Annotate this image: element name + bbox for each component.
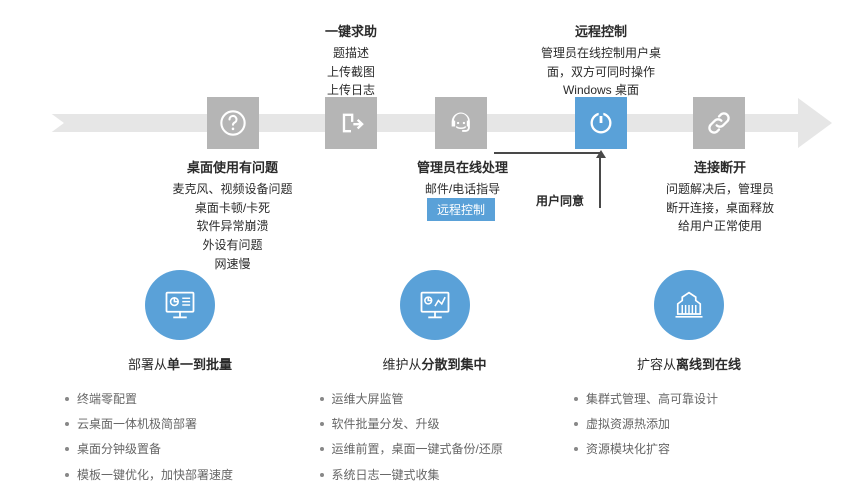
- bullet-item: 终端零配置: [65, 387, 295, 412]
- bullet-item: 系统日志一键式收集: [320, 463, 550, 488]
- node-problem-text: 桌面使用有问题 麦克风、视频设备问题 桌面卡顿/卡死 软件异常崩溃 外设有问题 …: [155, 158, 310, 273]
- expand-icon: [671, 287, 707, 323]
- maintain-icon-circle: [400, 270, 470, 340]
- node-remote: [575, 97, 627, 149]
- column-maintain-bullets: 运维大屏监管 软件批量分发、升级 运维前置，桌面一键式备份/还原 系统日志一键式…: [320, 387, 550, 488]
- power-icon: [587, 109, 615, 137]
- bend-arrowhead: [596, 150, 606, 158]
- node-disconnect: [693, 97, 745, 149]
- bullet-item: 模板一键优化，加快部署速度: [65, 463, 295, 488]
- node-problem: [207, 97, 259, 149]
- column-maintain-title: 维护从分散到集中: [320, 354, 550, 373]
- maintain-icon: [417, 287, 453, 323]
- workflow-diagram: 桌面使用有问题 麦克风、视频设备问题 桌面卡顿/卡死 软件异常崩溃 外设有问题 …: [0, 0, 854, 260]
- column-deploy-bullets: 终端零配置 云桌面一体机极简部署 桌面分钟级置备 模板一键优化，加快部署速度: [65, 387, 295, 488]
- deploy-icon: [162, 287, 198, 323]
- bullet-item: 运维大屏监管: [320, 387, 550, 412]
- column-maintain: 维护从分散到集中 运维大屏监管 软件批量分发、升级 运维前置，桌面一键式备份/还…: [320, 270, 550, 488]
- node-help: [325, 97, 377, 149]
- deploy-icon-circle: [145, 270, 215, 340]
- expand-icon-circle: [654, 270, 724, 340]
- bullet-item: 虚拟资源热添加: [574, 412, 804, 437]
- node-remote-title: 远程控制: [531, 22, 671, 42]
- feature-columns: 部署从单一到批量 终端零配置 云桌面一体机极简部署 桌面分钟级置备 模板一键优化…: [0, 270, 854, 488]
- column-expand-bullets: 集群式管理、高可靠设计 虚拟资源热添加 资源模块化扩容: [574, 387, 804, 463]
- node-help-text: 一键求助 题描述 上传截图 上传日志: [306, 22, 396, 100]
- bullet-item: 桌面分钟级置备: [65, 437, 295, 462]
- bullet-item: 软件批量分发、升级: [320, 412, 550, 437]
- node-disconnect-text: 连接断开 问题解决后，管理员 断开连接，桌面释放 给用户正常使用: [655, 158, 785, 236]
- column-deploy-title: 部署从单一到批量: [65, 354, 295, 373]
- bullet-item: 云桌面一体机极简部署: [65, 412, 295, 437]
- column-expand-title: 扩容从离线到在线: [574, 354, 804, 373]
- arrow-tail: [30, 98, 64, 148]
- node-disconnect-title: 连接断开: [655, 158, 785, 178]
- node-help-title: 一键求助: [306, 22, 396, 42]
- headset-icon: [447, 109, 475, 137]
- arrow-shaft: [30, 114, 800, 132]
- remote-control-button[interactable]: 远程控制: [427, 198, 495, 221]
- arrow-head: [798, 98, 832, 148]
- node-remote-text: 远程控制 管理员在线控制用户桌 面，双方可同时操作 Windows 桌面: [531, 22, 671, 100]
- bullet-item: 资源模块化扩容: [574, 437, 804, 462]
- question-icon: [219, 109, 247, 137]
- node-problem-title: 桌面使用有问题: [155, 158, 310, 178]
- bullet-item: 运维前置，桌面一键式备份/还原: [320, 437, 550, 462]
- bullet-item: 集群式管理、高可靠设计: [574, 387, 804, 412]
- consent-label: 用户同意: [536, 192, 584, 209]
- link-icon: [705, 109, 733, 137]
- column-deploy: 部署从单一到批量 终端零配置 云桌面一体机极简部署 桌面分钟级置备 模板一键优化…: [65, 270, 295, 488]
- column-expand: 扩容从离线到在线 集群式管理、高可靠设计 虚拟资源热添加 资源模块化扩容: [574, 270, 804, 488]
- node-admin: [435, 97, 487, 149]
- export-icon: [337, 109, 365, 137]
